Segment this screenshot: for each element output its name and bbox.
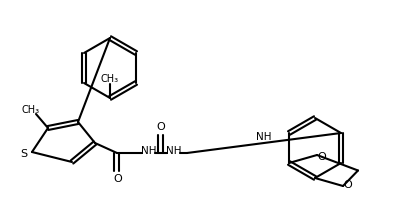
Text: NH: NH [166,146,181,156]
Text: O: O [113,174,122,184]
Text: S: S [20,149,28,159]
Text: O: O [156,122,165,132]
Text: CH₃: CH₃ [22,105,40,115]
Text: NH: NH [141,146,157,156]
Text: O: O [343,180,351,190]
Text: O: O [317,152,325,162]
Text: NH: NH [256,132,271,142]
Text: CH₃: CH₃ [101,74,119,84]
